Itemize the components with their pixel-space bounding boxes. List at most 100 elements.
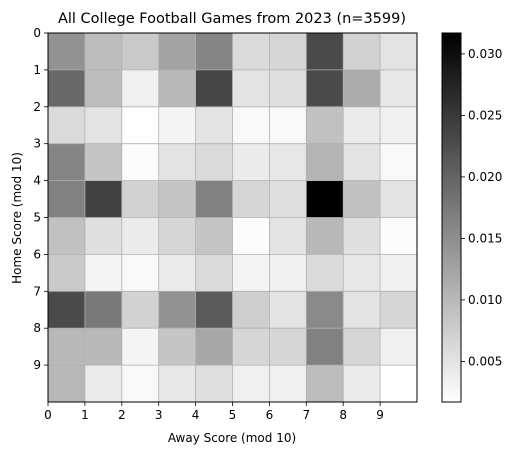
x-axis-label: Away Score (mod 10)	[168, 431, 296, 445]
heatmap-cell	[48, 69, 86, 108]
heatmap-cell	[232, 365, 270, 403]
heatmap-cell	[121, 180, 159, 218]
heatmap-cell	[343, 365, 381, 403]
heatmap-cell	[269, 328, 307, 366]
heatmap-cell	[232, 254, 270, 292]
heatmap-cell	[269, 365, 307, 403]
heatmap-cell	[195, 106, 233, 144]
heatmap-cell	[306, 33, 344, 71]
heatmap-cell	[121, 328, 159, 366]
heatmap-cell	[195, 291, 233, 329]
heatmap-cell	[158, 143, 196, 181]
y-tick-label: 7	[33, 284, 41, 298]
heatmap-cell	[158, 180, 196, 218]
heatmap-cell	[269, 291, 307, 329]
heatmap-cell	[306, 254, 344, 292]
y-tick-label: 9	[33, 358, 41, 372]
heatmap-cell	[343, 217, 381, 255]
heatmap-cell	[232, 217, 270, 255]
y-tick-label: 5	[33, 211, 41, 225]
x-tick-label: 6	[266, 408, 274, 422]
heatmap-cell	[48, 106, 86, 144]
heatmap-cell	[48, 33, 86, 71]
heatmap-cell	[84, 328, 123, 366]
heatmap-cell	[158, 217, 196, 255]
heatmap-cell	[195, 217, 233, 255]
heatmap-cell	[48, 180, 86, 218]
heatmap-cell	[48, 217, 86, 255]
heatmap-cell	[121, 291, 159, 329]
x-tick-label: 9	[376, 408, 384, 422]
heatmap-cell	[269, 180, 307, 218]
colorbar-tick-label: 0.015	[468, 231, 502, 245]
heatmap-cell	[306, 106, 344, 144]
chart-title: All College Football Games from 2023 (n=…	[58, 11, 406, 27]
heatmap-cell	[306, 180, 344, 218]
heatmap-cell	[306, 69, 344, 108]
heatmap-cell	[84, 365, 123, 403]
heatmap-cell	[84, 291, 123, 329]
heatmap-cell	[195, 328, 233, 366]
heatmap-cell	[232, 291, 270, 329]
x-tick-label: 3	[155, 408, 163, 422]
colorbar	[441, 32, 462, 403]
heatmap-cell	[121, 106, 159, 144]
heatmap-cell	[84, 143, 123, 181]
heatmap-cell	[380, 328, 418, 366]
grid-lines	[48, 33, 417, 402]
heatmap-cell	[195, 143, 233, 181]
heatmap-cell	[269, 217, 307, 255]
heatmap-cell	[158, 365, 196, 403]
colorbar-tick-label: 0.020	[468, 170, 502, 184]
heatmap-cell	[343, 106, 381, 144]
colorbar-tick-label: 0.025	[468, 108, 502, 122]
heatmap-cell	[84, 217, 123, 255]
heatmap-cell	[158, 106, 196, 144]
heatmap-cell	[343, 291, 381, 329]
y-tick-label: 4	[33, 174, 41, 188]
y-tick-label: 2	[33, 100, 41, 114]
heatmap-cell	[232, 180, 270, 218]
heatmap-cell	[158, 328, 196, 366]
heatmap-cell	[48, 291, 86, 329]
colorbar-tick-label: 0.030	[468, 47, 502, 61]
y-tick-label: 1	[33, 63, 41, 77]
y-tick-label: 8	[33, 321, 41, 335]
heatmap-cell	[158, 254, 196, 292]
x-tick-label: 0	[44, 408, 52, 422]
heatmap-cell	[121, 143, 159, 181]
heatmap-cell	[380, 254, 418, 292]
heatmap-cell	[343, 254, 381, 292]
y-axis-label: Home Score (mod 10)	[10, 152, 24, 284]
heatmap-cell	[380, 291, 418, 329]
heatmap-cell	[269, 106, 307, 144]
heatmap-cell	[269, 143, 307, 181]
heatmap-cell	[48, 328, 86, 366]
heatmap-cell	[195, 180, 233, 218]
heatmap-cell	[158, 69, 196, 108]
heatmap-cell	[195, 254, 233, 292]
heatmap-cell	[158, 33, 196, 71]
heatmap-cell	[121, 365, 159, 403]
heatmap-cell	[306, 365, 344, 403]
heatmap-cell	[84, 33, 123, 71]
heatmap-cell	[343, 180, 381, 218]
heatmap-cell	[48, 143, 86, 181]
heatmap-cell	[195, 33, 233, 71]
heatmap-cell	[380, 365, 418, 403]
y-tick-label: 6	[33, 247, 41, 261]
heatmap-cell	[380, 33, 418, 71]
heatmap-cell	[48, 365, 86, 403]
heatmap-cell	[84, 106, 123, 144]
heatmap-cell	[158, 291, 196, 329]
x-tick-label: 7	[302, 408, 310, 422]
heatmap-cell	[343, 328, 381, 366]
x-tick-label: 2	[118, 408, 126, 422]
colorbar-tick-label: 0.005	[468, 354, 502, 368]
x-tick-label: 8	[339, 408, 347, 422]
heatmap-cell	[232, 69, 270, 108]
heatmap-cell	[306, 291, 344, 329]
heatmap-cell	[269, 33, 307, 71]
heatmap-cell	[84, 180, 123, 218]
